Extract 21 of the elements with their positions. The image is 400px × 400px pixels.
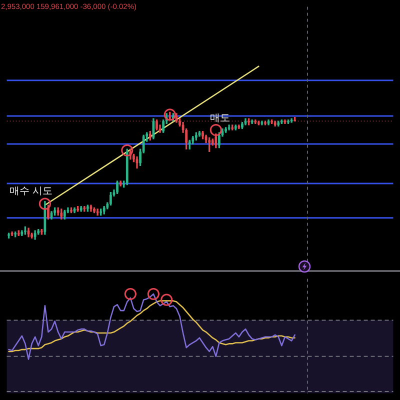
candlestick (86, 204, 89, 212)
candlestick (54, 207, 56, 216)
candlestick (248, 118, 250, 126)
point (164, 108, 176, 121)
annotation: 매수 시도 (10, 186, 52, 197)
candlestick (287, 119, 290, 124)
candlestick (241, 122, 244, 130)
candlestick (202, 130, 204, 140)
candlestick (218, 132, 220, 148)
candlestick (93, 207, 96, 214)
candlestick (70, 207, 72, 214)
candlestick (24, 226, 26, 235)
candlestick (195, 132, 198, 141)
candlestick (224, 127, 227, 133)
annotation: 매도 (210, 113, 230, 124)
candlestick (110, 192, 112, 206)
candlestick (270, 119, 273, 124)
point (38, 198, 51, 210)
candlestick (156, 119, 158, 130)
point (121, 144, 134, 156)
point (210, 124, 222, 136)
